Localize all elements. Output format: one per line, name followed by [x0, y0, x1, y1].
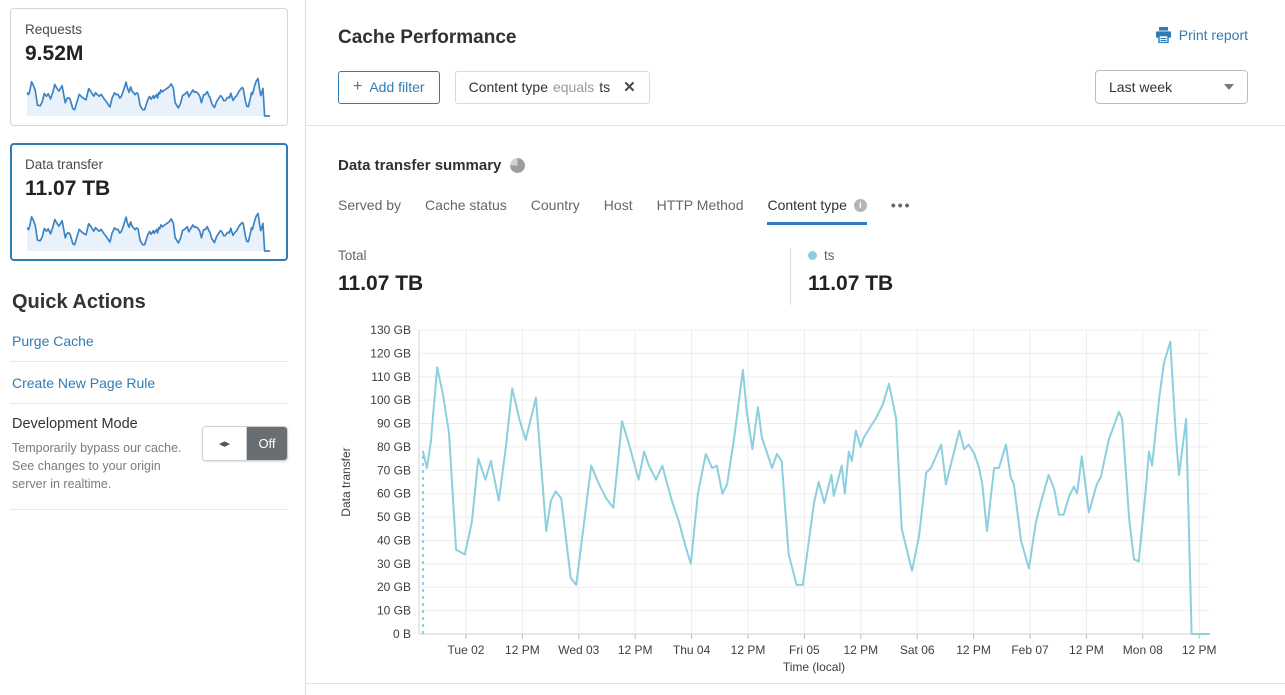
timer-icon: [510, 158, 526, 173]
svg-text:80 GB: 80 GB: [377, 440, 411, 454]
summary-tabs: Served by Cache status Country Host HTTP Met…: [338, 197, 1248, 225]
legend-row: Total 11.07 TB ts 11.07 TB: [338, 248, 1248, 305]
svg-text:12 PM: 12 PM: [1069, 643, 1104, 657]
plus-icon: +: [353, 78, 363, 95]
requests-sparkline: [26, 77, 271, 117]
development-mode-block: Development Mode Temporarily bypass our …: [10, 404, 288, 511]
svg-text:12 PM: 12 PM: [956, 643, 991, 657]
svg-text:10 GB: 10 GB: [377, 604, 411, 618]
requests-card-value: 9.52M: [25, 42, 84, 65]
svg-text:12 PM: 12 PM: [843, 643, 878, 657]
tab-host[interactable]: Host: [603, 197, 633, 213]
svg-text:Data transfer: Data transfer: [339, 447, 353, 516]
svg-text:Feb 07: Feb 07: [1011, 643, 1049, 657]
filter-chip-field: Content type: [468, 79, 548, 95]
purge-cache-link[interactable]: Purge Cache: [10, 320, 288, 362]
svg-text:Wed 03: Wed 03: [558, 643, 599, 657]
time-range-select[interactable]: Last week: [1095, 70, 1248, 104]
print-report-button[interactable]: Print report: [1155, 27, 1248, 43]
svg-text:20 GB: 20 GB: [377, 580, 411, 594]
development-mode-description: Temporarily bypass our cache. See change…: [12, 441, 182, 491]
tab-http-method[interactable]: HTTP Method: [656, 197, 744, 213]
info-icon[interactable]: i: [853, 198, 867, 212]
svg-text:90 GB: 90 GB: [377, 417, 411, 431]
main-header: Cache Performance Print report: [306, 0, 1285, 49]
toggle-arrows-icon[interactable]: ◂▸: [203, 427, 247, 460]
data-transfer-sparkline: [26, 212, 271, 252]
summary-title-row: Data transfer summary: [338, 157, 1248, 174]
printer-icon: [1155, 27, 1171, 43]
development-mode-title: Development Mode: [12, 416, 138, 432]
chart-wrap: 0 B 10 GB 20 GB 30 GB 40 GB 50 GB 60 GB 70 GB 80…: [338, 316, 1248, 679]
svg-text:Fri 05: Fri 05: [789, 643, 820, 657]
filter-chip: Content type equals ts ✕: [454, 70, 650, 104]
legend-series: ts 11.07 TB: [808, 248, 893, 305]
development-mode-toggle[interactable]: ◂▸ Off: [202, 426, 288, 461]
data-transfer-chart[interactable]: 0 B 10 GB 20 GB 30 GB 40 GB 50 GB 60 GB 70 GB 80…: [338, 316, 1248, 676]
svg-text:70 GB: 70 GB: [377, 463, 411, 477]
add-filter-button[interactable]: + Add filter: [338, 70, 440, 104]
svg-text:Time (local): Time (local): [783, 660, 845, 674]
requests-card-title: Requests: [25, 22, 83, 37]
svg-text:12 PM: 12 PM: [1182, 643, 1217, 657]
svg-text:12 PM: 12 PM: [505, 643, 540, 657]
total-value: 11.07 TB: [338, 272, 424, 295]
main-content: Cache Performance Print report + Add fil…: [306, 0, 1285, 695]
remove-filter-icon[interactable]: ✕: [623, 79, 636, 96]
toggle-state-label: Off: [247, 427, 287, 460]
section-divider: [306, 683, 1285, 684]
time-range-value: Last week: [1109, 79, 1173, 95]
legend-total: Total 11.07 TB: [338, 248, 790, 305]
svg-text:130 GB: 130 GB: [370, 323, 411, 337]
data-transfer-card-title: Data transfer: [25, 157, 104, 172]
filter-row: + Add filter Content type equals ts ✕ La…: [338, 70, 1248, 104]
data-transfer-card-value: 11.07 TB: [25, 177, 111, 200]
more-tabs-icon[interactable]: •••: [890, 197, 912, 213]
svg-text:12 PM: 12 PM: [731, 643, 766, 657]
requests-card[interactable]: Requests 9.52M: [10, 8, 288, 126]
data-transfer-summary-section: Data transfer summary Served by Cache sta…: [306, 157, 1285, 679]
svg-text:Sat 06: Sat 06: [900, 643, 935, 657]
create-page-rule-link[interactable]: Create New Page Rule: [10, 362, 288, 404]
sidebar: Requests 9.52M Data transfer 11.07 TB Qu…: [0, 0, 306, 695]
svg-text:Tue 02: Tue 02: [448, 643, 485, 657]
tab-cache-status[interactable]: Cache status: [425, 197, 507, 213]
series-dot-icon: [808, 251, 817, 260]
svg-text:12 PM: 12 PM: [618, 643, 653, 657]
legend-divider: [790, 248, 791, 305]
series-label: ts: [824, 248, 835, 263]
series-value: 11.07 TB: [808, 272, 894, 295]
svg-text:100 GB: 100 GB: [370, 393, 411, 407]
svg-text:40 GB: 40 GB: [377, 533, 411, 547]
chevron-down-icon: [1224, 84, 1234, 90]
tab-content-type[interactable]: Content type i: [767, 197, 867, 225]
tab-country[interactable]: Country: [530, 197, 580, 213]
tab-served-by[interactable]: Served by: [338, 197, 402, 213]
quick-actions-title: Quick Actions: [12, 291, 146, 313]
total-label: Total: [338, 248, 367, 263]
add-filter-label: Add filter: [369, 79, 425, 95]
summary-title: Data transfer summary: [338, 157, 502, 174]
filter-chip-operator: equals: [552, 79, 595, 95]
filter-chip-value: ts: [599, 79, 611, 95]
svg-text:0 B: 0 B: [393, 627, 411, 641]
svg-text:50 GB: 50 GB: [377, 510, 411, 524]
svg-text:Mon 08: Mon 08: [1123, 643, 1163, 657]
svg-text:30 GB: 30 GB: [377, 557, 411, 571]
svg-text:120 GB: 120 GB: [370, 346, 411, 360]
svg-text:60 GB: 60 GB: [377, 487, 411, 501]
data-transfer-card[interactable]: Data transfer 11.07 TB: [10, 143, 288, 261]
svg-text:Thu 04: Thu 04: [673, 643, 711, 657]
header-divider: [306, 125, 1285, 126]
svg-text:110 GB: 110 GB: [371, 370, 411, 384]
page-title: Cache Performance: [338, 27, 517, 48]
print-report-label: Print report: [1178, 27, 1248, 43]
